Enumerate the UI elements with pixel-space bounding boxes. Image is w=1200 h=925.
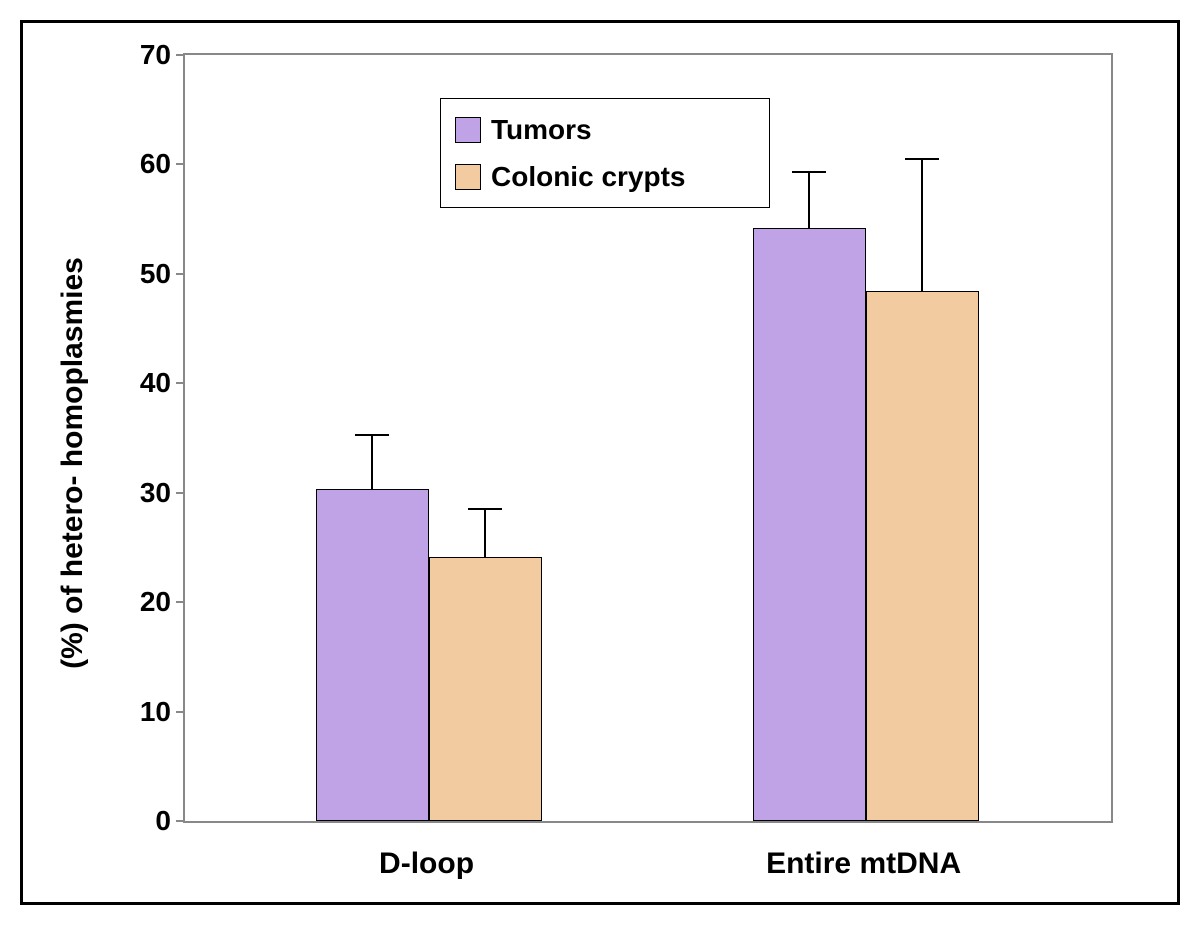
plot-area: Tumors Colonic crypts 010203040506070 — [183, 53, 1113, 823]
error-cap — [905, 158, 939, 160]
ytick-label: 50 — [140, 258, 171, 290]
legend: Tumors Colonic crypts — [440, 98, 770, 208]
ytick-label: 10 — [140, 696, 171, 728]
error-bar — [808, 172, 810, 228]
ytick-mark — [176, 711, 185, 713]
error-bar — [921, 159, 923, 291]
error-bar — [371, 435, 373, 490]
ytick-mark — [176, 273, 185, 275]
bar — [866, 291, 979, 821]
chart-frame: (%) of hetero- homoplasmies Tumors Colon… — [20, 20, 1180, 905]
legend-label-tumors: Tumors — [491, 114, 592, 146]
xtick-label: D-loop — [379, 847, 474, 881]
ytick-label: 20 — [140, 586, 171, 618]
ytick-label: 30 — [140, 477, 171, 509]
error-bar — [484, 509, 486, 557]
yaxis-label: (%) of hetero- homoplasmies — [56, 257, 90, 669]
ytick-mark — [176, 601, 185, 603]
ytick-mark — [176, 492, 185, 494]
ytick-label: 0 — [155, 805, 171, 837]
legend-swatch-tumors — [455, 117, 481, 143]
error-cap — [355, 434, 389, 436]
bar — [753, 228, 866, 821]
ytick-mark — [176, 382, 185, 384]
legend-item-crypts: Colonic crypts — [455, 161, 685, 193]
ytick-mark — [176, 820, 185, 822]
legend-label-crypts: Colonic crypts — [491, 161, 685, 193]
error-cap — [468, 508, 502, 510]
xtick-label: Entire mtDNA — [766, 847, 961, 881]
legend-swatch-crypts — [455, 164, 481, 190]
ytick-label: 70 — [140, 39, 171, 71]
ytick-mark — [176, 163, 185, 165]
legend-item-tumors: Tumors — [455, 114, 592, 146]
bar — [429, 557, 542, 821]
ytick-label: 40 — [140, 367, 171, 399]
error-cap — [792, 171, 826, 173]
ytick-label: 60 — [140, 148, 171, 180]
bar — [316, 489, 429, 821]
ytick-mark — [176, 54, 185, 56]
